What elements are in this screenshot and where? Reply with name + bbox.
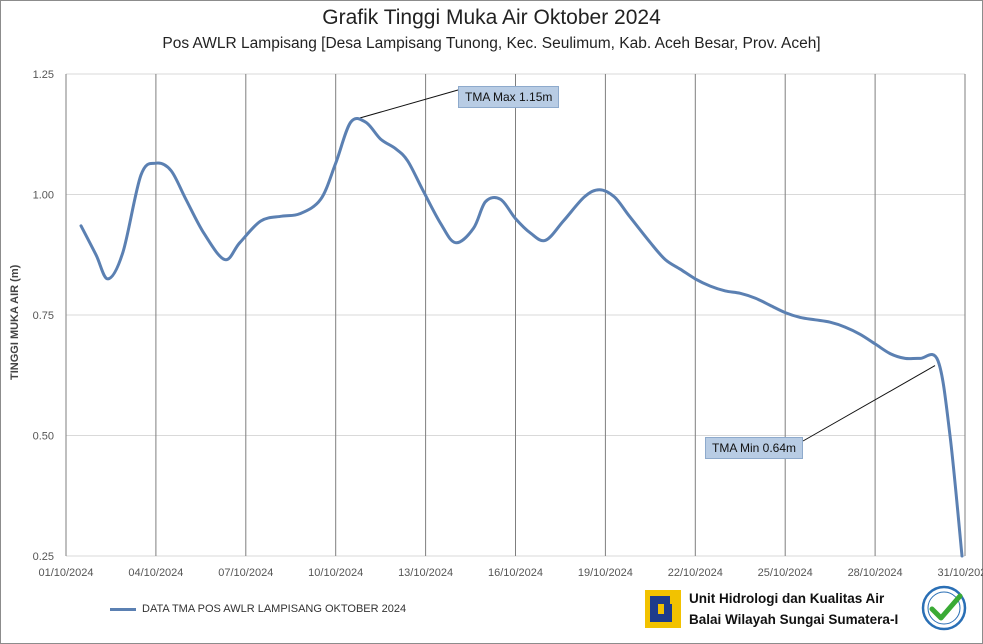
footer-branding: Unit Hidrologi dan Kualitas Air Balai Wi… (645, 588, 898, 630)
organization-name: Unit Hidrologi dan Kualitas Air Balai Wi… (689, 588, 898, 630)
vertical-gridlines (65, 74, 966, 556)
org-line-2: Balai Wilayah Sungai Sumatera-I (689, 612, 899, 627)
x-tick-label: 01/10/2024 (38, 567, 93, 579)
x-tick-label: 13/10/2024 (398, 567, 453, 579)
x-tick-label: 10/10/2024 (308, 567, 363, 579)
series-line (79, 116, 964, 558)
y-tick-labels: 0.25 0.50 0.75 1.00 1.25 (33, 69, 54, 563)
x-tick-label: 22/10/2024 (668, 567, 723, 579)
x-tick-labels: 01/10/2024 04/10/2024 07/10/2024 10/10/2024… (38, 567, 983, 579)
y-tick-label: 1.25 (33, 69, 54, 81)
x-tick-label: 28/10/2024 (848, 567, 903, 579)
annotation-min: TMA Min 0.64m (705, 437, 804, 459)
annotation-max: TMA Max 1.15m (458, 86, 560, 108)
chart-title: Grafik Tinggi Muka Air Oktober 2024 (322, 6, 661, 29)
x-tick-label: 31/10/2024 (937, 567, 983, 579)
legend: DATA TMA POS AWLR LAMPISANG OKTOBER 2024 (110, 603, 406, 615)
legend-line-swatch (110, 607, 136, 611)
certification-badge-icon (921, 585, 967, 631)
annotation-leader-min (802, 365, 936, 442)
y-tick-label: 0.75 (33, 310, 54, 322)
y-tick-label: 0.25 (33, 551, 54, 563)
x-tick-label: 25/10/2024 (758, 567, 813, 579)
annotation-leader-max (353, 89, 459, 121)
chart-subtitle: Pos AWLR Lampisang [Desa Lampisang Tunon… (162, 35, 821, 52)
x-tick-label: 04/10/2024 (128, 567, 183, 579)
series-lines (79, 116, 964, 558)
legend-label: DATA TMA POS AWLR LAMPISANG OKTOBER 2024 (142, 603, 407, 615)
y-tick-label: 1.00 (33, 190, 54, 202)
x-tick-label: 16/10/2024 (488, 567, 543, 579)
org-line-1: Unit Hidrologi dan Kualitas Air (689, 591, 885, 606)
pupr-logo-icon (645, 590, 681, 628)
x-tick-label: 19/10/2024 (578, 567, 633, 579)
y-tick-label: 0.50 (33, 431, 54, 443)
annotation-leader-lines (353, 89, 936, 442)
x-tick-label: 07/10/2024 (218, 567, 273, 579)
